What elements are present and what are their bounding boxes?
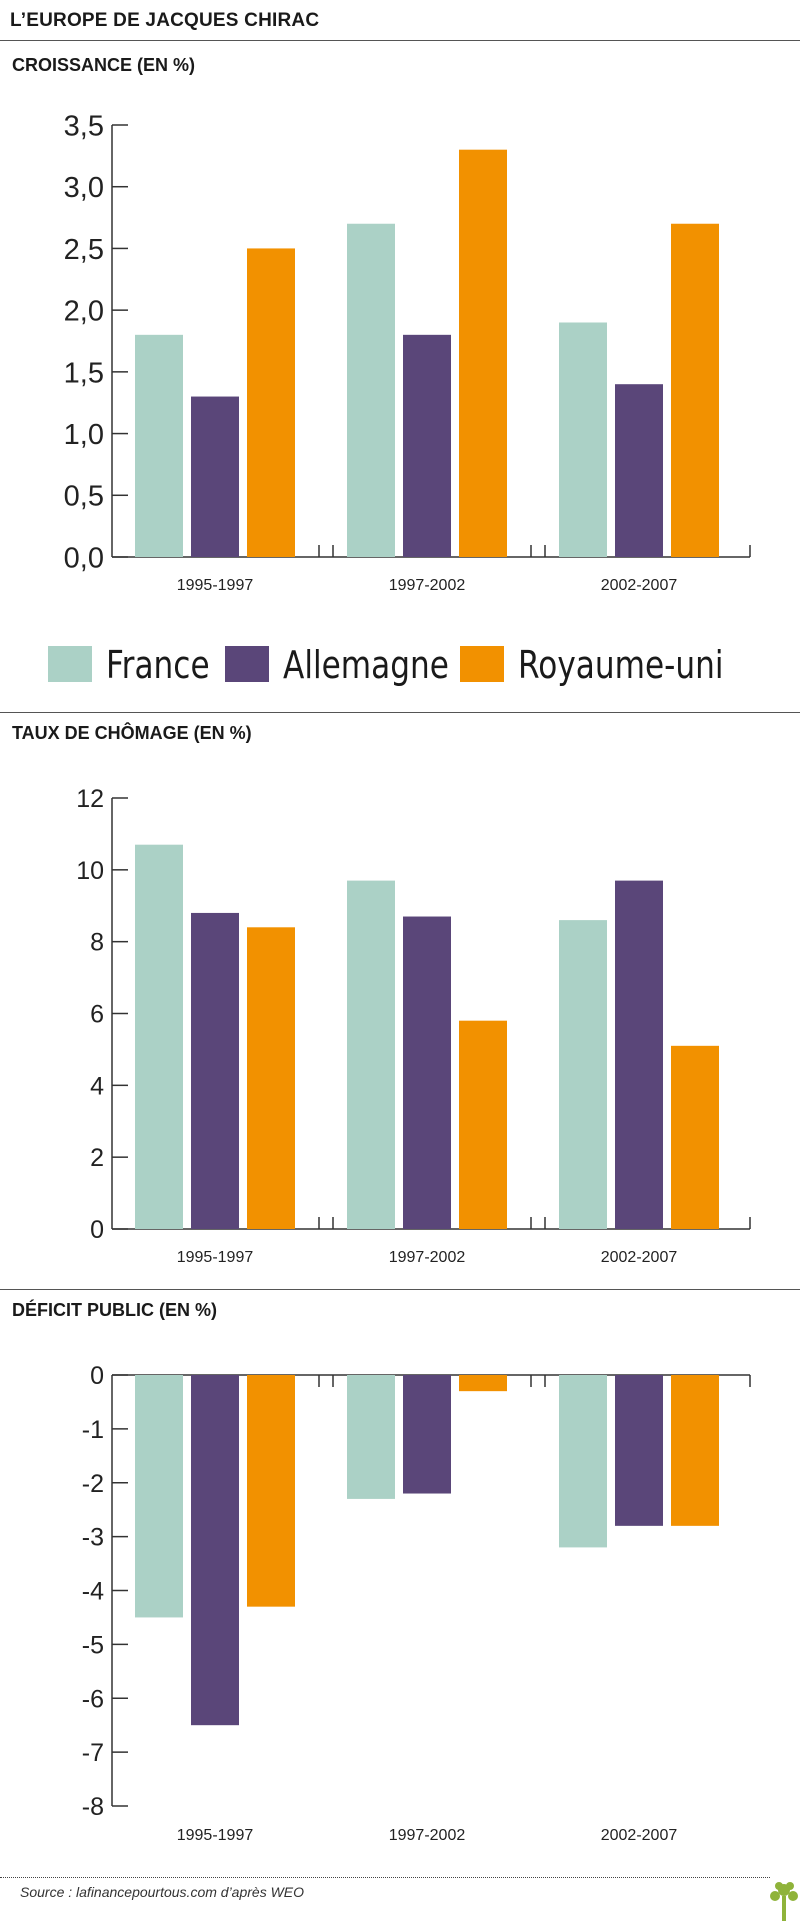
chart-2-title: TAUX DE CHÔMAGE (EN %) xyxy=(12,723,252,743)
deficit-chart: 0 -1 -2 -3 -4 -5 -6 -7 -8 1995-1997 1997-2002 2002-… xyxy=(82,1362,751,1844)
bar-allemagne-1995-1997 xyxy=(191,912,239,1229)
y-tick-label: -4 xyxy=(82,1578,104,1606)
y-tick-label: 0 xyxy=(90,1216,104,1244)
bar-royaume-uni-1997-2002 xyxy=(459,1375,507,1392)
y-tick-label: -8 xyxy=(82,1793,104,1821)
bar-france-1995-1997 xyxy=(135,844,183,1229)
bar-france-1997-2002 xyxy=(347,223,395,557)
bar-france-1995-1997 xyxy=(135,334,183,557)
bar-france-1997-2002 xyxy=(347,1375,395,1499)
y-tick-label: 10 xyxy=(76,857,104,885)
section-rule-1 xyxy=(0,712,800,713)
y-tick-label: -7 xyxy=(82,1739,104,1767)
bar-royaume-uni-1995-1997 xyxy=(247,248,295,557)
bar-allemagne-1995-1997 xyxy=(191,1375,239,1726)
y-tick-label: -5 xyxy=(82,1631,104,1659)
bar-royaume-uni-2002-2007 xyxy=(671,223,719,557)
legend-swatch-france xyxy=(48,646,92,682)
growth-chart: 0,0 0,5 1,0 1,5 2,0 2,5 3,0 3,5 1995-1997 1997-20… xyxy=(64,110,751,594)
category-label: 2002-2007 xyxy=(601,577,678,594)
footer-divider xyxy=(0,1877,770,1878)
unemployment-chart: 0 2 4 6 8 10 12 1995-1997 1997-2002 2002-2007 xyxy=(76,785,751,1266)
y-tick-label: -1 xyxy=(82,1416,104,1444)
y-tick-label: 1,0 xyxy=(64,419,104,451)
y-tick-label: 1,5 xyxy=(64,357,104,389)
y-tick-label: 0,5 xyxy=(64,481,104,513)
bar-allemagne-1997-2002 xyxy=(403,1375,451,1494)
category-label: 2002-2007 xyxy=(601,1827,678,1844)
bar-royaume-uni-2002-2007 xyxy=(671,1375,719,1526)
y-tick-label: 3,5 xyxy=(64,110,104,142)
section-rule-2 xyxy=(0,1289,800,1290)
category-label: 1995-1997 xyxy=(177,1827,254,1844)
legend-label-france: France xyxy=(106,643,210,687)
bar-allemagne-1995-1997 xyxy=(191,396,239,557)
y-tick-label: 3,0 xyxy=(64,172,104,204)
chart-1-title: CROISSANCE (EN %) xyxy=(12,55,196,75)
bar-royaume-uni-1995-1997 xyxy=(247,927,295,1229)
y-tick-label: 2,5 xyxy=(64,234,104,266)
bar-allemagne-2002-2007 xyxy=(615,384,663,557)
y-tick-label: -2 xyxy=(82,1470,104,1498)
bar-france-2002-2007 xyxy=(559,920,607,1229)
y-tick-label: 4 xyxy=(90,1072,104,1100)
bar-france-1997-2002 xyxy=(347,880,395,1229)
legend-swatch-royaume-uni xyxy=(460,646,504,682)
category-label: 1997-2002 xyxy=(389,577,466,594)
bar-royaume-uni-2002-2007 xyxy=(671,1045,719,1229)
y-tick-label: 6 xyxy=(90,1001,104,1029)
y-tick-label: 12 xyxy=(76,785,104,813)
category-label: 1997-2002 xyxy=(389,1249,466,1266)
bar-allemagne-1997-2002 xyxy=(403,916,451,1229)
bar-royaume-uni-1995-1997 xyxy=(247,1375,295,1607)
bar-allemagne-2002-2007 xyxy=(615,880,663,1229)
legend-swatch-allemagne xyxy=(225,646,269,682)
y-tick-label: 2,0 xyxy=(64,296,104,328)
y-tick-label: 2 xyxy=(90,1144,104,1172)
category-label: 1995-1997 xyxy=(177,1249,254,1266)
y-tick-label: 0,0 xyxy=(64,542,104,574)
bar-france-1995-1997 xyxy=(135,1375,183,1618)
source-note: Source : lafinancepourtous.com d’après W… xyxy=(20,1884,305,1900)
tree-logo-icon xyxy=(770,1882,798,1921)
category-label: 1995-1997 xyxy=(177,577,254,594)
category-label: 2002-2007 xyxy=(601,1249,678,1266)
main-title: L’EUROPE DE JACQUES CHIRAC xyxy=(10,10,320,31)
bar-royaume-uni-1997-2002 xyxy=(459,1020,507,1229)
title-rule xyxy=(0,40,800,41)
bar-france-2002-2007 xyxy=(559,322,607,557)
bar-allemagne-1997-2002 xyxy=(403,334,451,557)
legend-label-allemagne: Allemagne xyxy=(283,643,449,687)
bar-allemagne-2002-2007 xyxy=(615,1375,663,1526)
chart-3-title: DÉFICIT PUBLIC (EN %) xyxy=(12,1300,217,1320)
bar-royaume-uni-1997-2002 xyxy=(459,149,507,557)
legend: France Allemagne Royaume-uni xyxy=(48,640,768,690)
legend-label-royaume-uni: Royaume-uni xyxy=(518,643,724,687)
category-label: 1997-2002 xyxy=(389,1827,466,1844)
y-tick-label: -6 xyxy=(82,1685,104,1713)
bar-france-2002-2007 xyxy=(559,1375,607,1548)
y-tick-label: 8 xyxy=(90,929,104,957)
y-tick-label: 0 xyxy=(90,1362,104,1390)
y-tick-label: -3 xyxy=(82,1524,104,1552)
